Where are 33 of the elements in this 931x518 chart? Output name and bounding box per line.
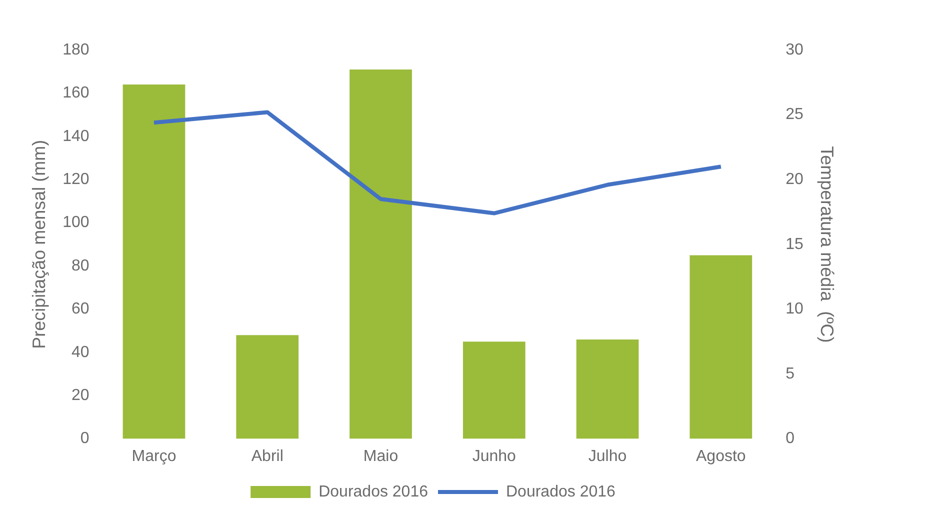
bar	[462, 342, 526, 439]
y2-tick-label: 25	[786, 106, 804, 124]
x-tick-label: Julho	[588, 448, 627, 465]
y-tick-label: 60	[72, 300, 90, 318]
y2-tick-label: 5	[786, 365, 795, 382]
y2-tick-label: 0	[786, 430, 795, 448]
bar	[690, 255, 752, 439]
x-tick-label: Maio	[363, 448, 398, 465]
x-tick-label: Agosto	[696, 448, 746, 465]
legend-label: Dourados 2016	[506, 483, 616, 500]
y-tick-label: 40	[72, 344, 90, 361]
y-tick-label: 140	[62, 128, 90, 145]
y-tick-label: 20	[72, 387, 90, 404]
bar	[236, 335, 299, 439]
y-tick-label: 180	[62, 41, 90, 58]
bar	[350, 69, 412, 439]
y2-tick-label: 10	[786, 300, 804, 318]
y-tick-label: 80	[72, 257, 90, 274]
y-tick-label: 0	[80, 430, 90, 448]
y2-tick-label: 30	[786, 41, 804, 58]
bar	[576, 339, 639, 439]
y-tick-label: 120	[62, 171, 90, 188]
y2-tick-label: 20	[786, 171, 804, 188]
y2-tick-label: 15	[786, 236, 804, 253]
legend-label: Dourados 2016	[318, 483, 428, 500]
y2-axis-title: Temperatura média (ºC)	[817, 146, 838, 343]
y-tick-label: 160	[62, 84, 90, 102]
x-tick-label: Março	[132, 448, 176, 465]
y-axis-title: Precipitação mensal (mm)	[28, 140, 49, 349]
y-tick-label: 100	[62, 214, 90, 232]
x-tick-label: Junho	[472, 448, 516, 465]
x-tick-label: Abril	[251, 448, 284, 465]
bar	[122, 84, 186, 439]
